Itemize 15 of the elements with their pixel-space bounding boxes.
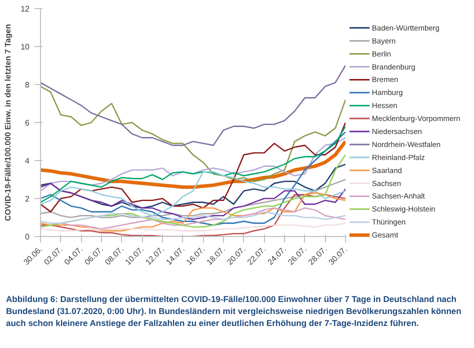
line-series xyxy=(40,171,346,216)
line-series xyxy=(40,64,346,146)
line-series xyxy=(40,211,346,224)
y-tick-label: 6 xyxy=(25,118,30,128)
y-tick-label: 8 xyxy=(25,80,30,90)
text: Abbildung 6: Darstellung der übermittelten COVID-19-Fälle/100.000 Einwohner über 7 Tage in Deutschland nach Bundesland (31.07.2020, 0:00 Uhr). In Bundesländern mit vergleichsweise niedrigen Bevölkerungszahlen können auch schon kleinere Anstiege der Fallzahlen zu einer deutlichen Erhöhung der 7-Tage-Inzidenz führen. xyxy=(6,293,462,330)
y-tick-label: 0 xyxy=(25,232,30,242)
line-series xyxy=(40,222,346,232)
line-series xyxy=(40,131,346,226)
line-series xyxy=(40,86,346,182)
y-tick-label: 10 xyxy=(20,42,30,52)
y-tick-label: 12 xyxy=(20,4,30,14)
y-tick-label: 2 xyxy=(25,194,30,204)
y-tick-label: 4 xyxy=(25,156,30,166)
y-axis-title: COVID-19-Fälle/100.000 Einw. in den letzten 7 Tagen xyxy=(4,24,13,221)
